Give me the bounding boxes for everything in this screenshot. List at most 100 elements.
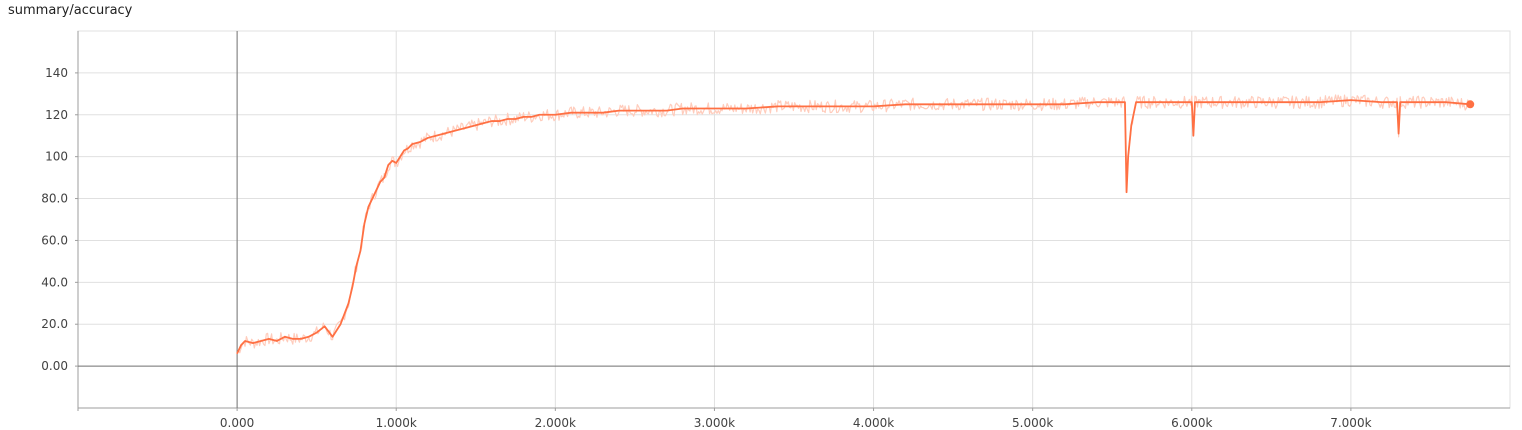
y-tick-label: 60.0 [41, 233, 68, 247]
data-point [391, 160, 393, 162]
data-point [570, 112, 572, 114]
data-point [491, 120, 493, 122]
chart-title: summary/accuracy [8, 3, 133, 18]
data-point [1396, 101, 1398, 103]
data-point [499, 120, 501, 122]
data-point [904, 103, 906, 105]
data-point [459, 128, 461, 131]
data-point [809, 105, 811, 107]
y-tick-label: 120 [45, 108, 68, 122]
data-point [355, 264, 358, 267]
y-tick-label: 20.0 [41, 317, 68, 331]
raw-line [236, 94, 1470, 354]
x-tick-label: 6.000k [1171, 416, 1212, 430]
data-point [236, 352, 238, 355]
data-point [316, 332, 318, 334]
y-tick-label: 0.00 [41, 359, 68, 373]
data-point [419, 141, 421, 143]
y-tick-label: 80.0 [41, 192, 68, 206]
data-point [411, 143, 413, 145]
plot-border [77, 30, 1511, 409]
data-point [1254, 101, 1257, 103]
data-point [244, 340, 246, 342]
raw-series [236, 94, 1470, 354]
data-point [1095, 101, 1097, 103]
x-tick-label: 5.000k [1012, 416, 1053, 430]
data-point [240, 344, 242, 346]
data-point [359, 250, 362, 252]
data-point [1398, 133, 1400, 135]
series-end-marker [1466, 100, 1475, 109]
data-point [666, 109, 668, 112]
data-point [530, 116, 533, 118]
data-point [1175, 101, 1177, 103]
data-point [1194, 101, 1196, 103]
data-point [538, 114, 541, 116]
x-tick-label: 1.000k [376, 416, 417, 430]
data-point [1032, 103, 1034, 105]
x-axis-ticks: 0.000 1.000k 2.000k 3.000k 4.000k 5.000k 6.000… [220, 408, 1372, 430]
x-tick-label: 4.000k [853, 416, 894, 430]
data-point [522, 116, 525, 118]
data-point [268, 338, 270, 340]
data-point [1125, 191, 1128, 193]
data-point [650, 109, 652, 112]
data-point [1382, 101, 1384, 103]
data-point [1063, 103, 1066, 105]
data-point [363, 223, 365, 225]
data-point [745, 107, 747, 110]
data-point [697, 107, 700, 110]
data-point [618, 109, 620, 112]
data-point [427, 137, 429, 139]
data-point [1223, 101, 1225, 103]
data-point [375, 189, 377, 191]
data-point [507, 118, 509, 120]
y-tick-label: 40.0 [41, 275, 68, 289]
data-point [260, 340, 262, 342]
data-point [1192, 135, 1194, 137]
data-point [403, 149, 405, 151]
data-point [514, 118, 517, 120]
x-tick-label: 0.000 [220, 416, 254, 430]
data-point [1143, 101, 1145, 103]
data-point [300, 338, 302, 340]
data-point [1000, 103, 1002, 105]
data-point [1413, 101, 1416, 103]
data-point [252, 342, 254, 344]
data-point [435, 135, 437, 137]
data-point [682, 107, 684, 110]
data-point [713, 107, 716, 110]
data-point [634, 109, 636, 112]
series-line [236, 99, 1471, 354]
data-point [841, 105, 843, 107]
data-point [371, 197, 373, 200]
data-point [546, 114, 548, 116]
data-point [467, 126, 469, 128]
grid-lines [77, 30, 1511, 409]
x-tick-label: 7.000k [1330, 416, 1371, 430]
data-point [367, 206, 369, 208]
data-point [1286, 101, 1288, 103]
data-point [968, 103, 970, 105]
smoothed-series [236, 99, 1475, 355]
data-point [451, 130, 453, 133]
data-point [399, 156, 401, 158]
data-point [395, 162, 397, 164]
data-point [1399, 101, 1401, 103]
data-point [276, 340, 278, 342]
data-point [347, 302, 350, 304]
data-point [387, 164, 389, 166]
data-point [407, 147, 409, 149]
data-point [339, 323, 342, 325]
data-point [1191, 101, 1193, 103]
data-point [292, 338, 294, 340]
data-point [443, 133, 445, 135]
data-point [475, 124, 477, 126]
data-point [777, 105, 779, 107]
axes [77, 31, 1510, 411]
data-point [1159, 101, 1161, 103]
data-point [351, 285, 354, 288]
data-point [383, 177, 385, 179]
data-point [872, 105, 875, 107]
